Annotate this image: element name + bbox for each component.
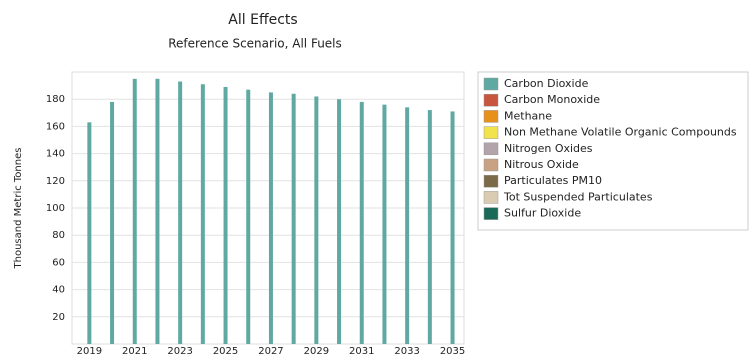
- bar: [291, 93, 296, 344]
- legend-swatch: [483, 77, 499, 91]
- bar: [87, 122, 92, 344]
- bar: [132, 78, 137, 345]
- legend-label: Tot Suspended Particulates: [503, 190, 653, 203]
- y-tick-label: 40: [52, 285, 65, 296]
- legend-label: Sulfur Dioxide: [504, 207, 581, 220]
- y-tick-label: 180: [46, 94, 65, 105]
- x-tick-label: 2035: [440, 346, 465, 356]
- x-tick-label: 2029: [304, 346, 329, 356]
- x-tick-label: 2025: [213, 346, 238, 356]
- bar: [246, 89, 251, 345]
- y-tick-label: 160: [46, 121, 65, 132]
- legend-swatch: [483, 126, 499, 139]
- legend-label: Nitrogen Oxides: [504, 142, 593, 155]
- bar: [382, 104, 387, 344]
- bar: [200, 84, 205, 345]
- bar: [405, 107, 410, 344]
- chart-subtitle: Reference Scenario, All Fuels: [168, 37, 342, 51]
- legend-swatch: [483, 174, 499, 188]
- bar: [268, 92, 273, 345]
- y-axis-label: Thousand Metric Tonnes: [13, 148, 24, 270]
- y-tick-label: 80: [52, 230, 65, 241]
- legend-box: [477, 71, 749, 231]
- legend-swatch: [483, 158, 499, 172]
- legend-label: Non Methane Volatile Organic Compounds: [504, 126, 737, 139]
- bar: [178, 81, 183, 345]
- y-tick-label: 140: [46, 149, 65, 160]
- bar: [110, 101, 115, 344]
- legend-label: Methane: [504, 109, 552, 122]
- chart-title: All Effects: [228, 12, 297, 28]
- x-tick-label: 2021: [122, 346, 147, 356]
- y-tick-label: 20: [52, 312, 65, 323]
- y-tick-label: 60: [52, 257, 65, 268]
- legend-swatch: [483, 142, 499, 156]
- bar: [314, 96, 319, 344]
- legend-swatch: [483, 191, 499, 204]
- bar: [337, 99, 342, 344]
- legend-label: Carbon Monoxide: [504, 93, 600, 106]
- legend-label: Nitrous Oxide: [504, 158, 579, 171]
- legend-label: Particulates PM10: [504, 174, 602, 187]
- bar: [450, 111, 455, 344]
- y-tick-label: 120: [46, 176, 65, 187]
- y-tick-label: 100: [46, 203, 65, 214]
- legend-swatch: [483, 93, 499, 107]
- legend-label: Carbon Dioxide: [504, 77, 589, 90]
- legend-swatch: [483, 110, 499, 123]
- x-tick-label: 2033: [394, 346, 419, 356]
- legend-swatch: [483, 207, 499, 220]
- x-tick-label: 2027: [258, 346, 283, 356]
- x-tick-label: 2031: [349, 346, 374, 356]
- x-tick-label: 2019: [77, 346, 102, 356]
- bar: [155, 78, 160, 345]
- bar: [223, 86, 228, 345]
- x-tick-label: 2023: [167, 346, 192, 356]
- bar: [359, 101, 364, 344]
- bar: [427, 110, 432, 344]
